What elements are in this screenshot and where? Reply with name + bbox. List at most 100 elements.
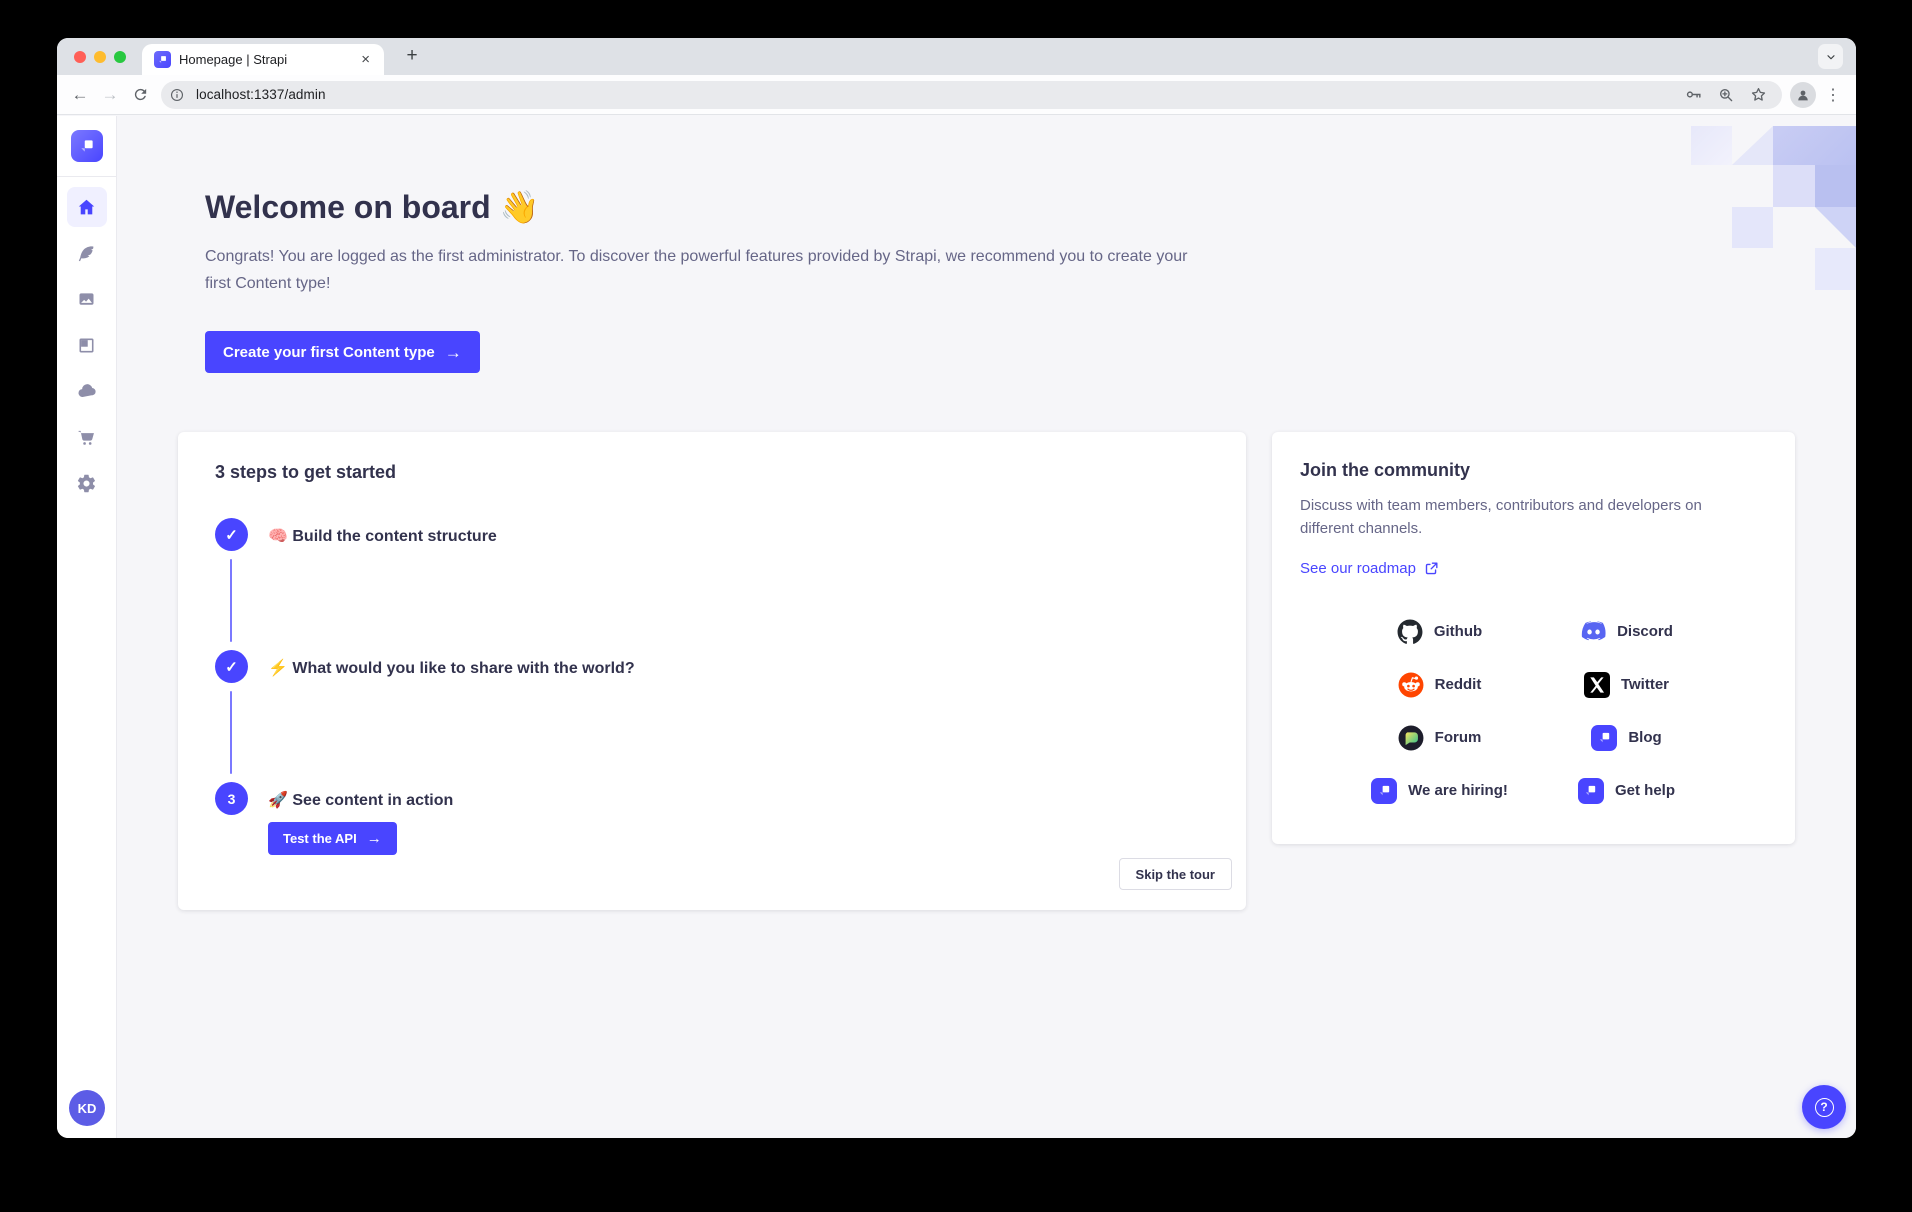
new-tab-button[interactable]: +: [406, 45, 418, 66]
back-button[interactable]: ←: [65, 80, 95, 110]
url-text[interactable]: localhost:1337/admin: [196, 87, 326, 102]
main-content: Welcome on board 👋 Congrats! You are log…: [117, 116, 1856, 1138]
corner-decoration: [1732, 207, 1773, 248]
corner-decoration: [1815, 248, 1856, 290]
blog-link[interactable]: Blog: [1533, 711, 1720, 764]
link-label: We are hiring!: [1408, 782, 1508, 799]
corner-decoration: [1815, 207, 1856, 248]
zoom-icon[interactable]: [1717, 86, 1735, 104]
step-3-label: 🚀 See content in action: [268, 792, 454, 809]
get-help-link[interactable]: Get help: [1533, 764, 1720, 817]
check-icon: ✓: [225, 526, 238, 544]
test-api-button[interactable]: Test the API →: [268, 822, 397, 855]
community-card: Join the community Discuss with team mem…: [1272, 432, 1795, 844]
hiring-link[interactable]: We are hiring!: [1346, 764, 1533, 817]
omnibox-actions: [1684, 85, 1768, 104]
strapi-icon: [1591, 724, 1618, 751]
community-links: Github Discord Reddit Twitter: [1346, 605, 1767, 817]
shopping-cart-icon: [78, 430, 94, 445]
arrow-right-icon: →: [366, 830, 382, 847]
corner-decoration: [1732, 126, 1773, 165]
feather-pen-icon: [78, 245, 94, 261]
link-label: Blog: [1628, 729, 1662, 746]
reddit-link[interactable]: Reddit: [1346, 658, 1533, 711]
app-sidebar: KD: [57, 116, 117, 1138]
profile-button[interactable]: [1788, 80, 1818, 110]
forum-link[interactable]: Forum: [1346, 711, 1533, 764]
step-connector: [230, 691, 232, 774]
check-icon: ✓: [225, 658, 238, 676]
user-avatar[interactable]: KD: [69, 1090, 105, 1126]
sidebar-item-content-manager[interactable]: [67, 233, 107, 273]
discord-link[interactable]: Discord: [1533, 605, 1720, 658]
help-button[interactable]: ?: [1802, 1085, 1846, 1129]
close-window-button[interactable]: [74, 51, 86, 63]
strapi-favicon-icon: [154, 51, 171, 68]
minimize-window-button[interactable]: [94, 51, 106, 63]
sidebar-item-deploy[interactable]: [67, 371, 107, 411]
sidebar-item-content-type-builder[interactable]: [67, 325, 107, 365]
sidebar-divider: [57, 176, 116, 177]
step-3-number: 3: [215, 782, 248, 815]
site-info-icon[interactable]: [166, 84, 188, 106]
corner-decoration: [1691, 126, 1732, 165]
tab-strip: Homepage | Strapi × +: [57, 38, 1856, 75]
link-label: Reddit: [1434, 676, 1482, 693]
media-image-icon: [79, 292, 94, 305]
cloud-icon: [77, 384, 96, 397]
sidebar-item-home[interactable]: [66, 187, 107, 227]
step-1-label: 🧠 Build the content structure: [268, 528, 497, 545]
sidebar-item-settings[interactable]: [67, 463, 107, 503]
sidebar-item-marketplace[interactable]: [67, 417, 107, 457]
bookmark-star-icon[interactable]: [1749, 85, 1768, 104]
link-label: Discord: [1617, 623, 1673, 640]
maximize-window-button[interactable]: [114, 51, 126, 63]
tab-search-button[interactable]: [1818, 44, 1843, 69]
reddit-icon: [1398, 672, 1424, 698]
page-title: Welcome on board 👋: [205, 189, 540, 225]
forward-icon: →: [101, 85, 119, 104]
sidebar-item-media-library[interactable]: [67, 279, 107, 319]
help-question-icon: ?: [1814, 1097, 1834, 1117]
strapi-icon: [1577, 777, 1604, 804]
strapi-logo[interactable]: [70, 130, 103, 162]
skip-tour-button[interactable]: Skip the tour: [1118, 858, 1232, 890]
browser-toolbar: ← → localhost:1337/admin ⋮: [57, 75, 1856, 115]
corner-decoration: [1773, 165, 1815, 207]
twitter-link[interactable]: Twitter: [1533, 658, 1720, 711]
step-2-label: ⚡ What would you like to share with the …: [268, 660, 635, 677]
github-link[interactable]: Github: [1346, 605, 1533, 658]
community-description: Discuss with team members, contributors …: [1300, 497, 1702, 537]
layout-panel-icon: [79, 338, 94, 352]
window-controls: [74, 51, 126, 63]
back-icon: ←: [71, 85, 89, 104]
reload-button[interactable]: [125, 80, 155, 110]
strapi-admin: KD Welcome on board 👋 Congrats! You are …: [57, 116, 1856, 1138]
step-1-check: ✓: [215, 518, 248, 551]
github-icon: [1397, 619, 1423, 645]
password-key-icon[interactable]: [1684, 85, 1703, 104]
link-label: Github: [1433, 623, 1483, 640]
browser-menu-button[interactable]: ⋮: [1818, 80, 1848, 110]
address-bar[interactable]: localhost:1337/admin: [161, 80, 1782, 109]
external-link-icon: [1425, 562, 1438, 575]
see-roadmap-link[interactable]: See our roadmap: [1300, 560, 1439, 577]
forward-button[interactable]: →: [95, 80, 125, 110]
corner-decoration: [1773, 126, 1856, 165]
reload-icon: [134, 88, 146, 101]
home-icon: [78, 199, 95, 214]
link-label: Get help: [1614, 782, 1675, 799]
tab-close-icon[interactable]: ×: [361, 51, 370, 68]
discord-icon: [1580, 619, 1606, 645]
step-2-check: ✓: [215, 650, 248, 683]
create-content-type-button[interactable]: Create your first Content type →: [205, 331, 480, 373]
kebab-menu-icon: ⋮: [1825, 86, 1841, 104]
chevron-down-icon: [1826, 54, 1835, 59]
forum-icon: [1398, 725, 1424, 751]
get-started-card: 3 steps to get started ✓ 🧠 Build the con…: [178, 432, 1246, 910]
browser-window: Homepage | Strapi × + ← → localhost:1337…: [57, 38, 1856, 1138]
browser-tab[interactable]: Homepage | Strapi ×: [142, 44, 384, 75]
link-label: Forum: [1434, 729, 1482, 746]
steps-card-title: 3 steps to get started: [215, 462, 397, 482]
tab-title: Homepage | Strapi: [179, 52, 288, 67]
